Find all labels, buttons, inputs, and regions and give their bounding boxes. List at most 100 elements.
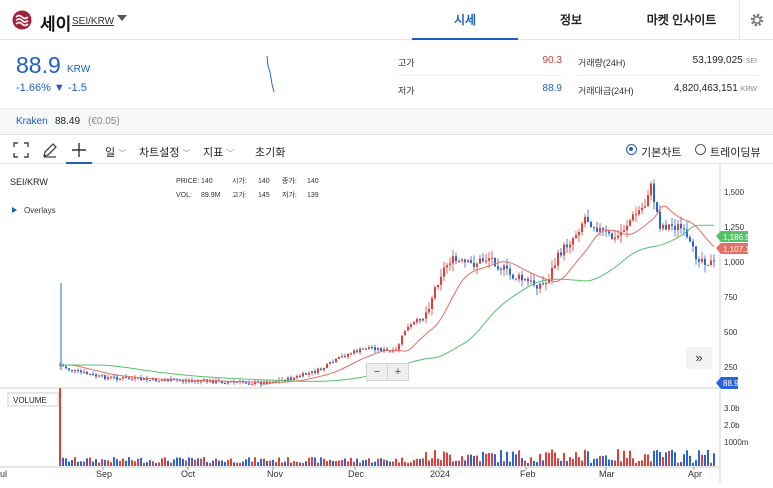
pair-selector[interactable]: SEI/KRW <box>72 16 115 27</box>
candle-body <box>461 259 463 261</box>
tab-info[interactable]: 정보 <box>559 13 583 27</box>
volume-bar <box>569 457 571 466</box>
candle-body <box>338 357 340 359</box>
candle-body <box>92 374 94 376</box>
candle-body <box>299 375 301 377</box>
scroll-right-button[interactable]: » <box>686 347 712 369</box>
candle-body <box>134 377 136 379</box>
volume-bar <box>62 457 64 466</box>
candle-body <box>620 231 622 236</box>
ohlc-high: 145 <box>258 192 270 199</box>
candle-body <box>440 276 442 285</box>
volume-bar <box>335 461 337 466</box>
settings-button[interactable] <box>739 0 773 40</box>
candle-body <box>419 319 421 321</box>
candle-body <box>518 274 520 280</box>
volume-bar <box>254 457 256 466</box>
volume-unit: SEI <box>745 58 757 65</box>
volume-bar <box>386 460 388 466</box>
candle-body <box>512 274 514 279</box>
volume-bar <box>137 458 139 466</box>
candle-body <box>146 378 148 380</box>
volume-bar <box>542 460 544 466</box>
volume-bar <box>515 454 517 466</box>
tradingview-label[interactable]: 트레이딩뷰 <box>710 147 761 159</box>
volume-bar <box>308 457 310 466</box>
candle-body <box>689 236 691 242</box>
volume-bar <box>344 458 346 466</box>
volume-bar <box>530 457 532 466</box>
candle-body <box>626 225 628 231</box>
tab-price[interactable]: 시세 <box>412 0 518 40</box>
candle-body <box>362 348 364 350</box>
volume-bar <box>260 458 262 466</box>
kraken-eur: (€0.05) <box>88 116 120 127</box>
volume-bar <box>215 458 217 466</box>
volume-bar <box>179 457 181 466</box>
volume-bar <box>572 458 574 466</box>
x-tick: Mar <box>599 469 615 479</box>
volume-bar <box>218 460 220 466</box>
volume-bar <box>443 451 445 466</box>
volume-bar <box>623 450 625 466</box>
crosshair-tool[interactable] <box>66 135 92 164</box>
volume-bar <box>404 461 406 466</box>
volume-bar <box>509 461 511 466</box>
basic-chart-radio[interactable] <box>626 144 637 155</box>
basic-chart-label[interactable]: 기본차트 <box>641 147 682 159</box>
chart-canvas[interactable]: SEI/KRW PRICE: 140 시가: 140 종가: 140 VOL: … <box>0 165 773 483</box>
candle-body <box>659 211 661 229</box>
x-tick: 2024 <box>430 469 450 479</box>
volume-bar <box>275 462 277 466</box>
volume-bar <box>356 458 358 466</box>
ma-red-value: 1,107.1 <box>723 245 750 254</box>
candle-body <box>227 381 229 384</box>
fullscreen-icon[interactable] <box>12 141 30 159</box>
volume-bar <box>281 462 283 466</box>
volume-bar <box>362 460 364 466</box>
candle-body <box>275 381 277 383</box>
interval-select[interactable]: 일 ﹀ <box>105 144 126 160</box>
pencil-icon[interactable] <box>41 141 59 159</box>
tab-market-insight[interactable]: 마켓 인사이트 <box>646 13 717 27</box>
zoom-out-button[interactable]: − <box>366 363 388 381</box>
candle-body <box>350 353 352 355</box>
candle-body <box>638 210 640 215</box>
candle-body <box>368 347 370 350</box>
volume-bar <box>599 456 601 466</box>
candle-body <box>713 260 715 262</box>
candle-body <box>695 246 697 260</box>
volume-bar <box>83 461 85 466</box>
candle-body <box>470 260 472 263</box>
volume-bar <box>485 453 487 466</box>
caret-right-icon[interactable] <box>12 207 17 213</box>
ohlc-close: 140 <box>307 178 319 185</box>
volume-bar <box>116 459 118 466</box>
candle-body <box>65 366 67 369</box>
volume-bar <box>650 461 652 466</box>
candlestick-chart[interactable]: SEI/KRW PRICE: 140 시가: 140 종가: 140 VOL: … <box>0 165 773 483</box>
zoom-in-button[interactable]: + <box>387 363 409 381</box>
candle-body <box>128 377 130 380</box>
volume-bar <box>608 459 610 466</box>
candle-body <box>623 230 625 232</box>
volume-bar <box>521 458 523 466</box>
volume-bar <box>488 452 490 466</box>
candle-body <box>359 348 361 353</box>
ohlc-low: 139 <box>307 192 319 199</box>
indicators-menu[interactable]: 지표 ﹀ <box>203 144 234 160</box>
chart-settings-menu[interactable]: 차트설정 ﹀ <box>139 144 191 160</box>
candle-body <box>569 244 571 248</box>
volume-bar <box>326 461 328 466</box>
volume-bar <box>89 457 91 466</box>
overlays-toggle[interactable]: Overlays <box>24 206 56 215</box>
volume-bar <box>410 462 412 466</box>
ma-red-line <box>60 205 715 384</box>
candle-body <box>155 378 157 382</box>
reset-button[interactable]: 초기화 <box>255 147 286 159</box>
chevron-down-icon[interactable] <box>117 15 127 21</box>
candle-body <box>539 283 541 289</box>
tradingview-radio[interactable] <box>695 144 706 155</box>
chevron-down-icon: ﹀ <box>226 149 235 158</box>
volume-bar <box>656 450 658 466</box>
